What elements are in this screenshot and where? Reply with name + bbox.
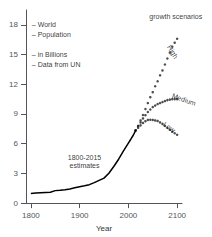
svg-text:18: 18 xyxy=(9,20,18,29)
svg-text:Year: Year xyxy=(96,224,113,233)
svg-text:12: 12 xyxy=(9,80,18,89)
svg-text:0: 0 xyxy=(14,199,19,208)
svg-text:estimates: estimates xyxy=(70,162,100,169)
svg-text:– in Billions: – in Billions xyxy=(32,51,68,58)
svg-text:growth scenarios: growth scenarios xyxy=(149,13,202,21)
svg-text:9: 9 xyxy=(14,109,19,118)
svg-text:1800-2015: 1800-2015 xyxy=(68,154,102,161)
svg-text:Medium: Medium xyxy=(171,92,197,107)
svg-text:Low: Low xyxy=(162,121,177,135)
svg-text:2100: 2100 xyxy=(168,211,186,220)
svg-text:2000: 2000 xyxy=(119,211,137,220)
svg-text:3: 3 xyxy=(14,169,19,178)
svg-text:High: High xyxy=(165,44,179,61)
svg-text:15: 15 xyxy=(9,50,18,59)
svg-text:1800: 1800 xyxy=(22,211,40,220)
svg-text:– World: – World xyxy=(32,21,56,28)
svg-text:1900: 1900 xyxy=(71,211,89,220)
svg-text:– Data from UN: – Data from UN xyxy=(32,61,81,68)
svg-text:– Population: – Population xyxy=(32,31,71,39)
svg-text:6: 6 xyxy=(14,139,19,148)
